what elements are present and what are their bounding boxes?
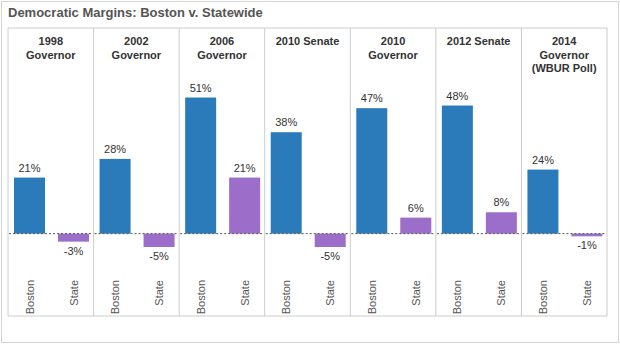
zero-line	[437, 233, 521, 234]
data-label: -3%	[64, 245, 84, 257]
panel-separator	[435, 28, 436, 316]
category-label: State	[239, 280, 251, 306]
panel: 2010 Senate 38% Boston -5% State	[265, 28, 350, 316]
data-label: 38%	[275, 116, 297, 128]
bar	[271, 132, 302, 233]
bar	[58, 234, 89, 242]
panel-title: 2006 Governor	[197, 35, 247, 61]
zero-line	[351, 233, 435, 234]
zero-line	[9, 233, 93, 234]
bar	[486, 212, 517, 233]
category-label: Boston	[24, 280, 36, 314]
panel-title-line: 2002	[124, 35, 148, 47]
panel-separator	[8, 28, 9, 316]
panel: 2012 Senate 48% Boston 8% State	[436, 28, 521, 316]
data-label: 24%	[532, 154, 554, 166]
panel-title-line: Governor	[197, 49, 247, 61]
bar	[14, 178, 45, 234]
bars	[185, 98, 260, 234]
panel: 1998 Governor 21% Boston -3% State	[8, 28, 93, 316]
category-label: Boston	[280, 280, 292, 314]
category-label: Boston	[451, 280, 463, 314]
bar	[185, 98, 216, 234]
category-label: Boston	[537, 280, 549, 314]
data-label: 6%	[408, 202, 424, 214]
panel-separator	[264, 28, 265, 316]
data-label: 47%	[361, 92, 383, 104]
bar	[144, 234, 175, 247]
category-label: State	[68, 280, 80, 306]
panel: 2002 Governor 28% Boston -5% State	[94, 28, 179, 316]
panel-separator	[179, 28, 180, 316]
panel: 2014 Governor(WBUR Poll) 24% Boston -1% State	[521, 28, 607, 316]
data-label: -1%	[577, 239, 597, 251]
panel: 2010 Governor 47% Boston 6% State	[350, 28, 435, 316]
panel-title-line: Governor	[368, 49, 418, 61]
panel-title-line: 2010 Senate	[276, 35, 340, 47]
panel-separator	[93, 28, 94, 316]
category-label: State	[410, 280, 422, 306]
category-label: State	[153, 280, 165, 306]
bar	[527, 170, 558, 234]
panel-title-line: 1998	[39, 35, 63, 47]
data-label: 8%	[493, 196, 509, 208]
category-label: Boston	[366, 280, 378, 314]
panel-title-line: 2012 Senate	[447, 35, 511, 47]
data-label: 48%	[446, 90, 468, 102]
data-label: 21%	[18, 162, 40, 174]
data-label: -5%	[320, 250, 340, 262]
category-label: Boston	[109, 280, 121, 314]
data-label: 28%	[104, 143, 126, 155]
frame-top	[8, 28, 607, 29]
panel-separator	[350, 28, 351, 316]
category-label: State	[495, 280, 507, 306]
panel-title-line: Governor	[539, 49, 589, 61]
panel-title: 2012 Senate	[447, 35, 511, 47]
bars	[356, 108, 431, 233]
bar	[229, 178, 260, 234]
chart-title: Democratic Margins: Boston v. Statewide	[8, 5, 263, 20]
bar	[315, 234, 346, 247]
category-label: Boston	[195, 280, 207, 314]
data-label: -5%	[149, 250, 169, 262]
bars	[442, 106, 517, 234]
panel-title: 2010 Senate	[276, 35, 340, 47]
panel-title-line: (WBUR Poll)	[532, 62, 597, 74]
panel-title-line: 2014	[552, 35, 577, 47]
bars	[271, 132, 346, 247]
frame-bottom	[8, 316, 607, 317]
zero-line	[266, 233, 350, 234]
zero-line	[522, 233, 606, 234]
bar	[400, 218, 431, 234]
panel-title-line: 2006	[210, 35, 234, 47]
zero-line	[95, 233, 179, 234]
category-label: State	[581, 280, 593, 306]
panel-title: 2014 Governor(WBUR Poll)	[532, 35, 597, 74]
panel-title: 1998 Governor	[26, 35, 76, 61]
panel-title-line: Governor	[26, 49, 76, 61]
panel-separator	[521, 28, 522, 316]
data-label: 21%	[234, 162, 256, 174]
panel-title-line: Governor	[112, 49, 162, 61]
zero-line	[180, 233, 264, 234]
category-label: State	[324, 280, 336, 306]
panel: 2006 Governor 51% Boston 21% State	[179, 28, 264, 316]
panel-title: 2002 Governor	[112, 35, 162, 61]
bar	[356, 108, 387, 233]
outer-frame	[2, 2, 619, 343]
panel-separator	[607, 28, 608, 316]
bar	[100, 159, 131, 234]
panel-title-line: 2010	[381, 35, 405, 47]
bars	[527, 170, 602, 237]
bars	[14, 178, 89, 242]
panel-title: 2010 Governor	[368, 35, 418, 61]
chart: Democratic Margins: Boston v. Statewide 1…	[0, 0, 620, 344]
data-label: 51%	[190, 82, 212, 94]
bar	[442, 106, 473, 234]
